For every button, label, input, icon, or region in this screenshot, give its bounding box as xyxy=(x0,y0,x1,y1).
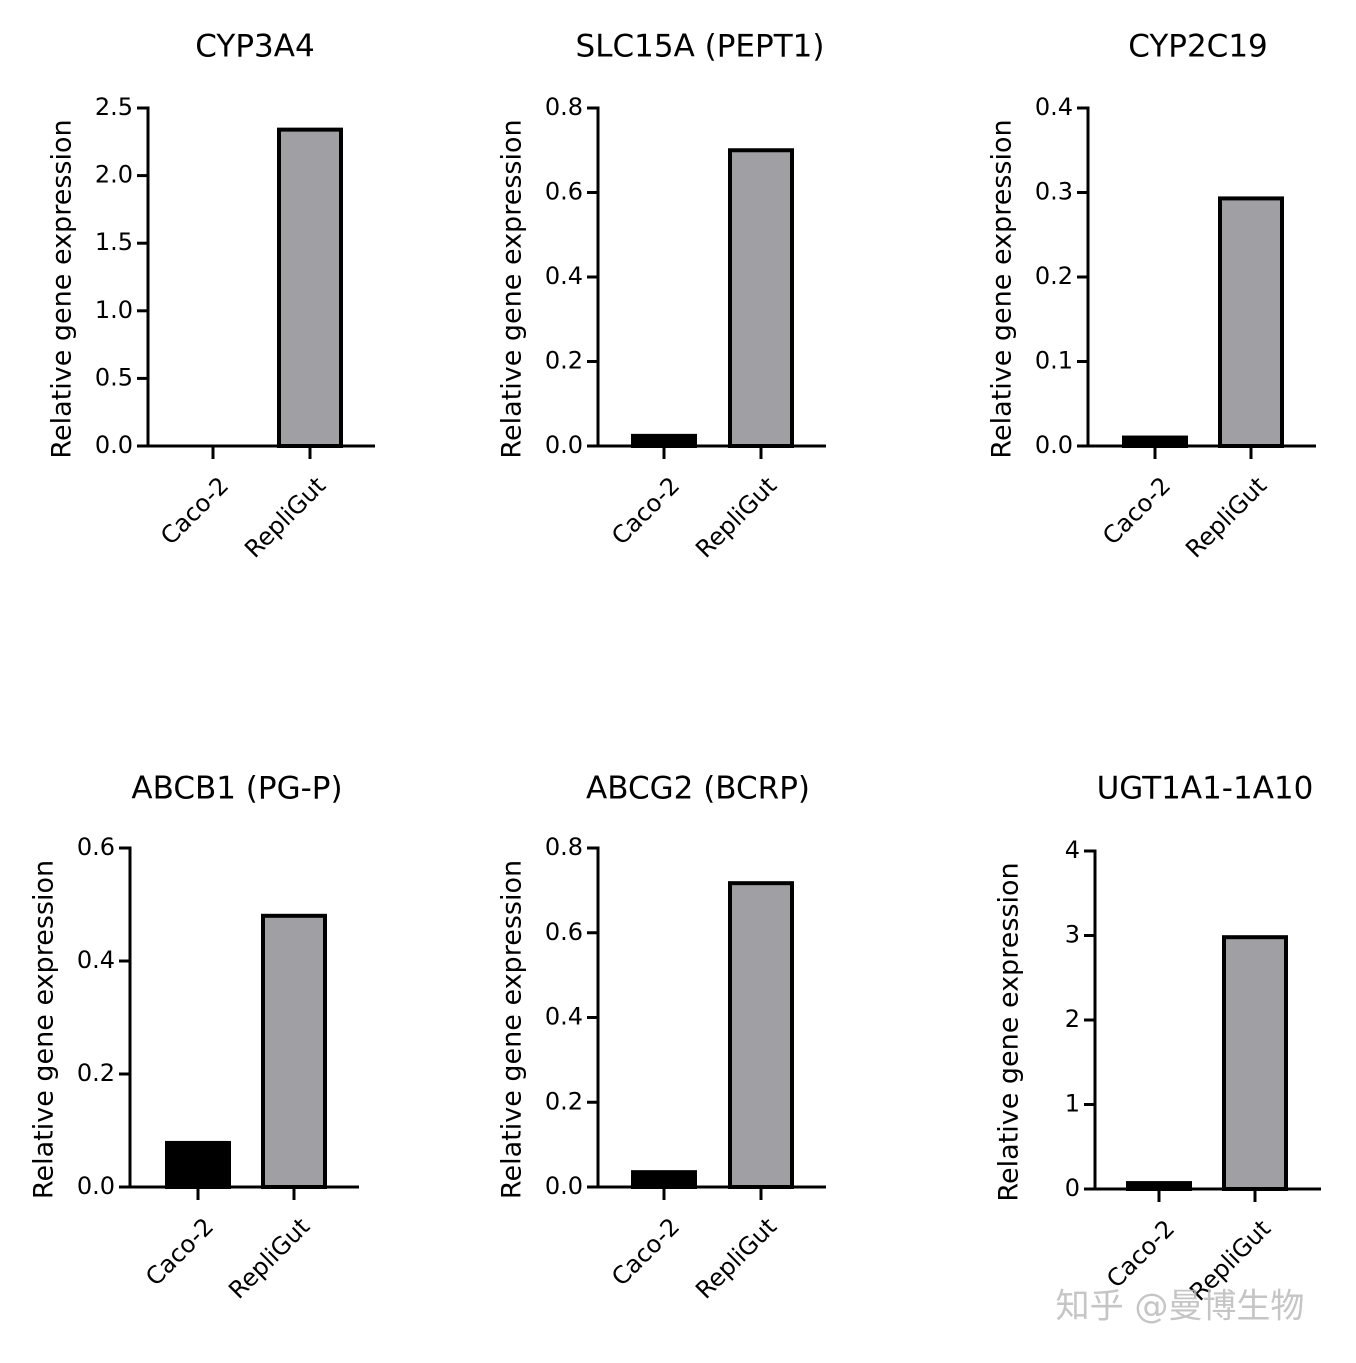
x-tick-label: Caco-2 xyxy=(1097,471,1176,550)
y-tick-label: 0.3 xyxy=(1035,178,1073,206)
y-tick-label: 0.6 xyxy=(545,178,583,206)
bar xyxy=(1218,196,1284,448)
y-tick-label: 0.4 xyxy=(77,946,115,974)
x-tick-label: Caco-2 xyxy=(1101,1214,1180,1293)
y-tick-label: 0.4 xyxy=(1035,93,1073,121)
chart-title: ABCG2 (BCRP) xyxy=(586,771,810,807)
y-tick-label: 0.2 xyxy=(545,1087,583,1115)
y-tick-label: 0.0 xyxy=(545,431,583,459)
y-tick-label: 0.2 xyxy=(77,1059,115,1087)
bar xyxy=(631,1170,697,1189)
y-tick-label: 0.8 xyxy=(545,93,583,121)
y-tick-label: 0.6 xyxy=(545,918,583,946)
x-tick-label: Caco-2 xyxy=(140,1212,219,1291)
x-tick-label: RepliGut xyxy=(690,1212,782,1304)
x-tick-label: Caco-2 xyxy=(155,471,234,550)
chart-title: UGT1A1-1A10 xyxy=(1097,771,1314,807)
bar xyxy=(631,433,697,448)
y-tick-label: 0.1 xyxy=(1035,347,1073,375)
y-tick-label: 0.0 xyxy=(95,431,133,459)
y-tick-label: 0.2 xyxy=(1035,262,1073,290)
x-tick-label: Caco-2 xyxy=(606,1212,685,1291)
chart-title: CYP2C19 xyxy=(1128,29,1268,65)
y-tick-label: 0.0 xyxy=(545,1172,583,1200)
y-tick-label: 2.5 xyxy=(95,93,133,121)
bar xyxy=(728,148,794,448)
y-tick-label: 1 xyxy=(1065,1090,1080,1118)
y-tick-label: 2 xyxy=(1065,1005,1080,1033)
x-tick-label: RepliGut xyxy=(239,471,331,563)
chart-title: SLC15A (PEPT1) xyxy=(576,29,825,65)
bar xyxy=(728,881,794,1189)
bar xyxy=(1126,1181,1192,1191)
y-tick-label: 4 xyxy=(1065,836,1080,864)
bar xyxy=(165,1140,231,1190)
y-tick-label: 0.4 xyxy=(545,1003,583,1031)
y-tick-label: 1.5 xyxy=(95,228,133,256)
x-tick-label: Caco-2 xyxy=(606,471,685,550)
y-tick-label: 0.0 xyxy=(77,1172,115,1200)
watermark: 知乎 @曼博生物 xyxy=(1056,1287,1305,1327)
chart-title: ABCB1 (PG-P) xyxy=(131,771,342,807)
y-tick-label: 2.0 xyxy=(95,161,133,189)
y-axis-label: Relative gene expression xyxy=(29,860,60,1199)
x-tick-label: RepliGut xyxy=(1180,471,1272,563)
bar xyxy=(1222,935,1288,1191)
y-tick-label: 1.0 xyxy=(95,296,133,324)
y-axis-label: Relative gene expression xyxy=(987,119,1018,458)
y-axis-label: Relative gene expression xyxy=(47,119,78,458)
chart-title: CYP3A4 xyxy=(195,29,314,65)
y-axis-label: Relative gene expression xyxy=(497,860,528,1199)
y-axis-label: Relative gene expression xyxy=(497,119,528,458)
bar xyxy=(261,913,327,1189)
y-tick-label: 0.5 xyxy=(95,363,133,391)
y-tick-label: 0 xyxy=(1065,1174,1080,1202)
y-tick-label: 0.6 xyxy=(77,833,115,861)
y-tick-label: 0.0 xyxy=(1035,431,1073,459)
y-axis-label: Relative gene expression xyxy=(994,862,1025,1201)
x-tick-label: RepliGut xyxy=(223,1212,315,1304)
y-tick-label: 0.2 xyxy=(545,347,583,375)
y-tick-label: 0.8 xyxy=(545,833,583,861)
x-tick-label: RepliGut xyxy=(690,471,782,563)
y-tick-label: 0.4 xyxy=(545,262,583,290)
bar xyxy=(277,127,343,449)
y-tick-label: 3 xyxy=(1065,921,1080,949)
bar xyxy=(1122,435,1188,448)
